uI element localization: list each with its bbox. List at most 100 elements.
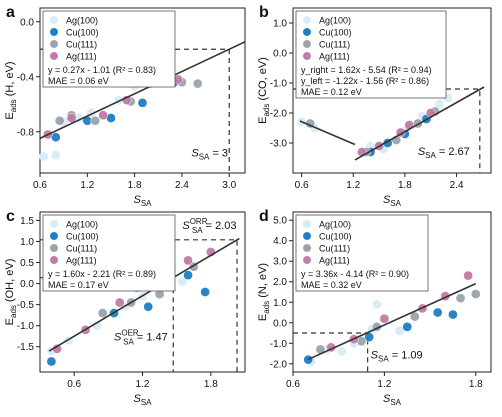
data-point-cu100	[432, 307, 443, 318]
y-tick-label: 0.5	[20, 258, 34, 269]
y-tick-label: -3.0	[270, 139, 288, 150]
fit-equation: MAE = 0.06 eV	[48, 76, 109, 86]
legend-label: Cu(100)	[66, 232, 99, 242]
legend-marker	[302, 51, 312, 61]
y-tick-label: -2.0	[270, 359, 288, 370]
data-point-ag111	[183, 255, 193, 266]
x-axis-label: SSA	[383, 194, 402, 208]
y-axis-label-sub: ads	[262, 301, 271, 314]
legend-marker	[302, 27, 312, 37]
x-tick-label: 1.2	[346, 180, 360, 191]
legend: Ag(100) Cu(100) Cu(111) Ag(111) y = 3.36x - …	[295, 214, 429, 292]
annotation-main: S	[182, 220, 190, 232]
fit-equation: y = 1.60x - 2.21 (R² = 0.89)	[48, 269, 156, 279]
legend-label: Ag(100)	[319, 220, 351, 230]
data-point-ag100	[371, 299, 382, 310]
data-point-cu111	[455, 293, 466, 304]
fit-equation: y_right = 1.62x - 5.54 (R² = 0.94)	[301, 65, 432, 75]
legend-label: Cu(111)	[66, 244, 97, 254]
fit-equation: y_left = -1.22x - 1.56 (R² = 0.86)	[301, 76, 429, 86]
y-axis-label-rest: (OH, eV)	[4, 259, 16, 305]
y-tick-label: 0.0	[20, 17, 34, 28]
y-axis-label-rest: (H, eV)	[4, 61, 16, 99]
legend-label: Ag(111)	[66, 256, 97, 266]
x-tick-label: 1.2	[136, 379, 150, 390]
annotation-text: SOER SA = 1.47	[114, 328, 168, 346]
annotation-main: S	[191, 148, 199, 160]
panel-letter: d	[259, 208, 269, 225]
x-tick-label: 0.6	[286, 379, 300, 390]
legend-label: Ag(100)	[66, 16, 98, 26]
x-tick-label: 1.8	[128, 180, 142, 191]
data-point-ag111	[463, 270, 474, 281]
data-point-cu100	[46, 356, 57, 367]
panel-letter: a	[6, 4, 15, 21]
y-tick-label: 1.0	[273, 298, 287, 309]
x-axis-label-main: S	[383, 194, 391, 206]
fit-equation: MAE = 0.17 eV	[48, 280, 109, 290]
x-axis-label: SSA	[133, 194, 152, 208]
guide-dashed-line	[293, 88, 481, 173]
data-point-cu100	[137, 98, 148, 108]
data-point-cu100	[183, 270, 193, 281]
y-tick-label: 0.0	[273, 318, 287, 329]
x-axis-label-main: S	[133, 393, 141, 405]
panel-letter: b	[259, 4, 269, 21]
legend-label: Ag(111)	[66, 52, 97, 62]
y-tick-label: -1.0	[270, 79, 288, 90]
annotation-rest: = 1.09	[389, 350, 423, 362]
legend-marker	[49, 15, 59, 25]
annotation-text: SSA = 1.09	[371, 350, 423, 364]
data-point-cu100	[143, 301, 154, 312]
x-tick-label: 0.6	[67, 379, 81, 390]
data-point-cu111	[470, 289, 481, 299]
data-point-ag100	[50, 150, 61, 160]
x-axis-label-sub: SA	[141, 199, 152, 208]
fit-line	[354, 86, 485, 161]
x-tick-label: 2.4	[450, 180, 464, 191]
legend-box	[42, 10, 176, 88]
fit-equation: y = 3.36x - 4.14 (R² = 0.90)	[301, 269, 409, 279]
x-tick-label: 0.6	[33, 180, 47, 191]
annotation-text: SORR SA = 2.03	[182, 217, 236, 235]
y-axis-label-main: E	[4, 318, 16, 325]
x-axis-label-sub: SA	[390, 398, 401, 407]
y-axis-label-main: E	[4, 112, 16, 119]
legend: Ag(100) Cu(100) Cu(111) Ag(111) y = 0.27x - …	[42, 10, 176, 88]
data-point-ag100	[177, 276, 188, 287]
y-tick-label: 1.0	[20, 237, 34, 248]
legend-marker	[302, 39, 312, 49]
legend-label: Cu(111)	[319, 40, 350, 50]
y-axis-label-main: E	[257, 117, 269, 124]
legend-label: Ag(100)	[66, 220, 98, 230]
y-axis-label-main: E	[257, 314, 269, 321]
legend-marker	[302, 15, 312, 25]
legend: Ag(100) Cu(100) Cu(111) Ag(111) y = 1.60x - …	[42, 214, 176, 292]
y-axis-label: Eads (CO, eV)	[257, 57, 271, 124]
y-tick-label: -0.8	[17, 127, 35, 138]
legend-marker	[302, 219, 312, 229]
x-axis-label-sub: SA	[390, 199, 401, 208]
x-tick-label: 3.0	[222, 180, 236, 191]
legend-marker	[49, 243, 59, 253]
legend-label: Cu(111)	[319, 244, 350, 254]
x-tick-label: 1.2	[377, 379, 391, 390]
legend-label: Cu(100)	[319, 232, 352, 242]
legend-marker	[49, 255, 59, 265]
annotation-rest: = 1.47	[134, 331, 168, 343]
annotation-sup: OER	[121, 328, 139, 337]
legend: Ag(100) Cu(100) Cu(111) Ag(111) y_right = 1.…	[295, 10, 447, 99]
annotation-main: S	[371, 350, 379, 362]
x-axis-label: SSA	[133, 393, 152, 407]
annotation-sub: SA	[123, 337, 134, 346]
data-point-ag111	[98, 110, 108, 121]
y-tick-label: 1.0	[273, 19, 287, 30]
y-axis-label: Eads (OH, eV)	[4, 259, 18, 326]
data-point-ag111	[379, 313, 390, 324]
y-tick-label: -1.5	[17, 342, 35, 353]
legend-label: Cu(100)	[319, 28, 352, 38]
y-tick-label: 0.0	[20, 279, 34, 290]
data-point-cu111	[192, 78, 203, 89]
